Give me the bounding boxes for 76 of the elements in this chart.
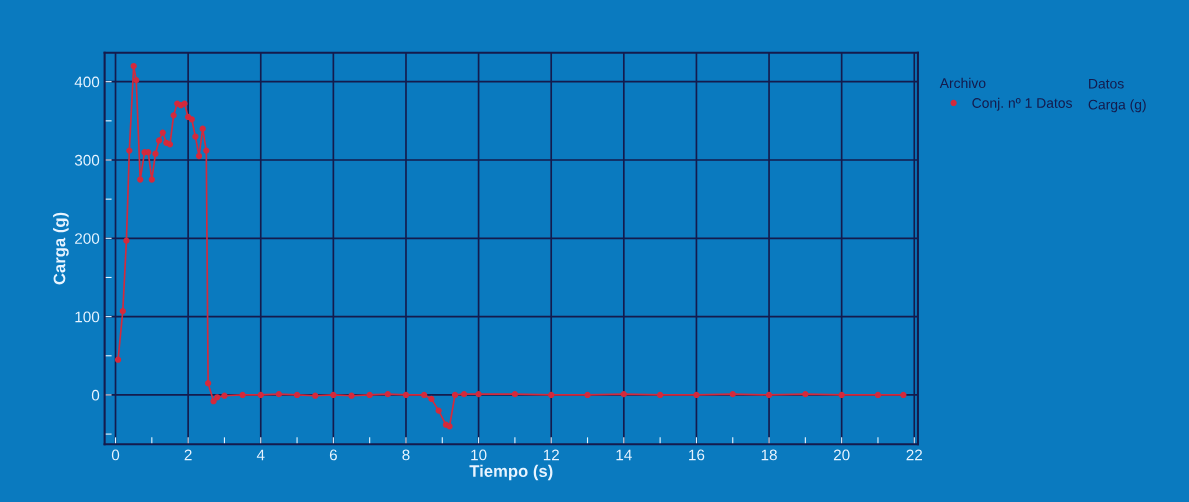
point <box>384 391 391 398</box>
point <box>170 112 177 119</box>
point <box>428 395 435 402</box>
point <box>239 391 246 399</box>
x-tick-label: 0 <box>111 449 120 461</box>
point <box>204 380 212 387</box>
point <box>402 391 410 399</box>
point <box>620 391 627 398</box>
point <box>548 391 555 399</box>
x-tick-label: 12 <box>543 449 559 461</box>
point <box>159 129 166 136</box>
point <box>584 391 591 399</box>
point <box>802 391 809 398</box>
point <box>511 391 519 398</box>
point <box>203 147 210 154</box>
y-tick-label: 300 <box>74 154 100 166</box>
x-tick-label: 18 <box>761 449 777 461</box>
y-tick-label: 200 <box>75 233 100 244</box>
point <box>126 147 133 154</box>
point <box>900 391 907 399</box>
point <box>148 176 155 183</box>
point <box>275 391 283 398</box>
point <box>451 391 459 399</box>
point <box>123 237 130 244</box>
point <box>192 133 199 140</box>
point <box>214 394 221 401</box>
point <box>293 391 301 399</box>
point <box>155 137 163 144</box>
x-axis-title: Tiempo (s) <box>469 464 553 481</box>
point <box>330 391 337 399</box>
y-tick-label: 100 <box>75 311 100 323</box>
point <box>435 407 442 414</box>
point <box>152 150 159 157</box>
point <box>348 392 355 399</box>
point <box>199 125 206 132</box>
legend-title: Archivo <box>939 77 986 89</box>
y-axis-title: Carga (g) <box>53 212 69 285</box>
text: Datos <box>1089 78 1124 89</box>
point <box>693 391 700 399</box>
x-tick-label: 22 <box>906 449 923 461</box>
legend-label: Conj. nº 1 Datos <box>972 97 1072 111</box>
x-tick-label: 2 <box>184 449 192 461</box>
point <box>181 100 188 107</box>
point <box>188 116 195 123</box>
point <box>145 149 152 156</box>
point <box>874 391 882 399</box>
point <box>460 391 468 398</box>
y-tick-label: 400 <box>74 76 100 88</box>
point <box>114 356 122 363</box>
y-tick-label: 0 <box>91 389 100 401</box>
point <box>312 392 319 399</box>
point <box>166 141 174 148</box>
x-tick-label: 4 <box>256 449 265 461</box>
point <box>475 391 482 398</box>
x-tick-label: 8 <box>402 449 410 461</box>
point <box>838 391 845 399</box>
point <box>210 398 217 405</box>
x-tick-label: 20 <box>833 449 850 461</box>
text: Carga (g) <box>1088 99 1146 113</box>
point <box>257 391 264 399</box>
x-tick-label: 14 <box>616 449 632 461</box>
point <box>446 423 453 430</box>
x-tick-label: 16 <box>689 449 705 461</box>
point <box>221 392 228 399</box>
point <box>765 391 773 399</box>
point <box>421 391 428 399</box>
point <box>130 62 137 70</box>
x-tick-label: 10 <box>471 449 487 461</box>
x-tick-label: 6 <box>329 449 337 461</box>
point <box>119 308 126 315</box>
point <box>657 391 664 399</box>
point <box>366 391 373 399</box>
point <box>133 76 140 84</box>
point <box>195 152 203 160</box>
point <box>729 391 736 398</box>
point <box>137 176 144 183</box>
